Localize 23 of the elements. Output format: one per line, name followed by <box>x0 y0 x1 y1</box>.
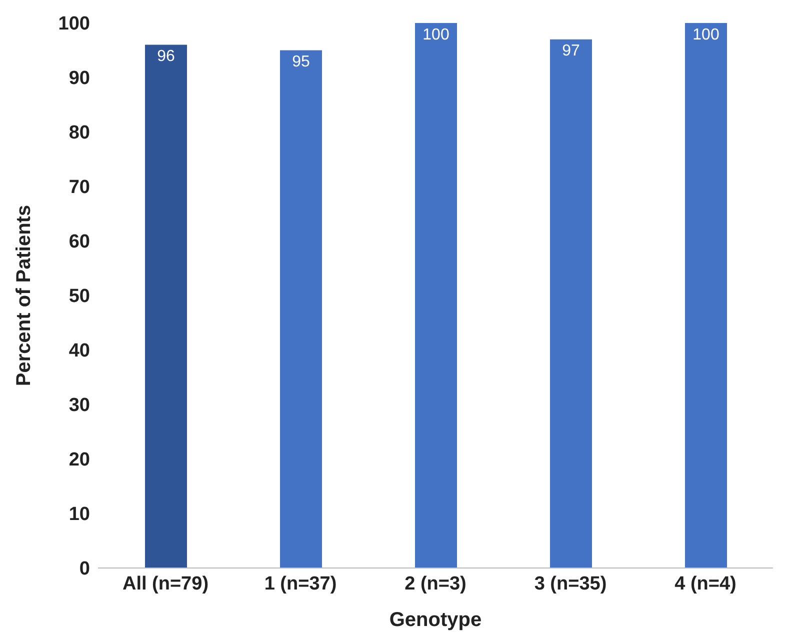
y-tick-label: 40 <box>68 340 90 362</box>
x-tick-label: 2 (n=3) <box>404 573 466 594</box>
y-tick-label: 100 <box>58 14 90 35</box>
y-tick-label: 90 <box>68 68 90 90</box>
y-tick-label: 10 <box>68 504 90 526</box>
y-tick-label: 50 <box>68 286 90 308</box>
data-label: 100 <box>422 26 450 44</box>
x-axis-title: Genotype <box>389 609 482 631</box>
y-tick-label: 70 <box>68 177 90 198</box>
y-tick-label: 0 <box>79 558 90 580</box>
y-axis-title: Percent of Patients <box>13 204 36 386</box>
y-tick-label: 80 <box>68 122 90 144</box>
data-label: 95 <box>292 54 310 71</box>
data-label: 97 <box>562 42 580 60</box>
y-tick-label: 60 <box>68 232 90 253</box>
x-tick-label: 1 (n=37) <box>264 573 337 594</box>
data-label: 100 <box>692 26 720 44</box>
x-tick-label: 3 (n=35) <box>534 573 607 594</box>
x-tick-label: All (n=79) <box>122 573 209 594</box>
y-tick-label: 30 <box>68 395 90 416</box>
y-tick-label: 20 <box>68 450 90 471</box>
x-tick-label: 4 (n=4) <box>674 573 736 594</box>
data-label: 96 <box>157 48 175 66</box>
